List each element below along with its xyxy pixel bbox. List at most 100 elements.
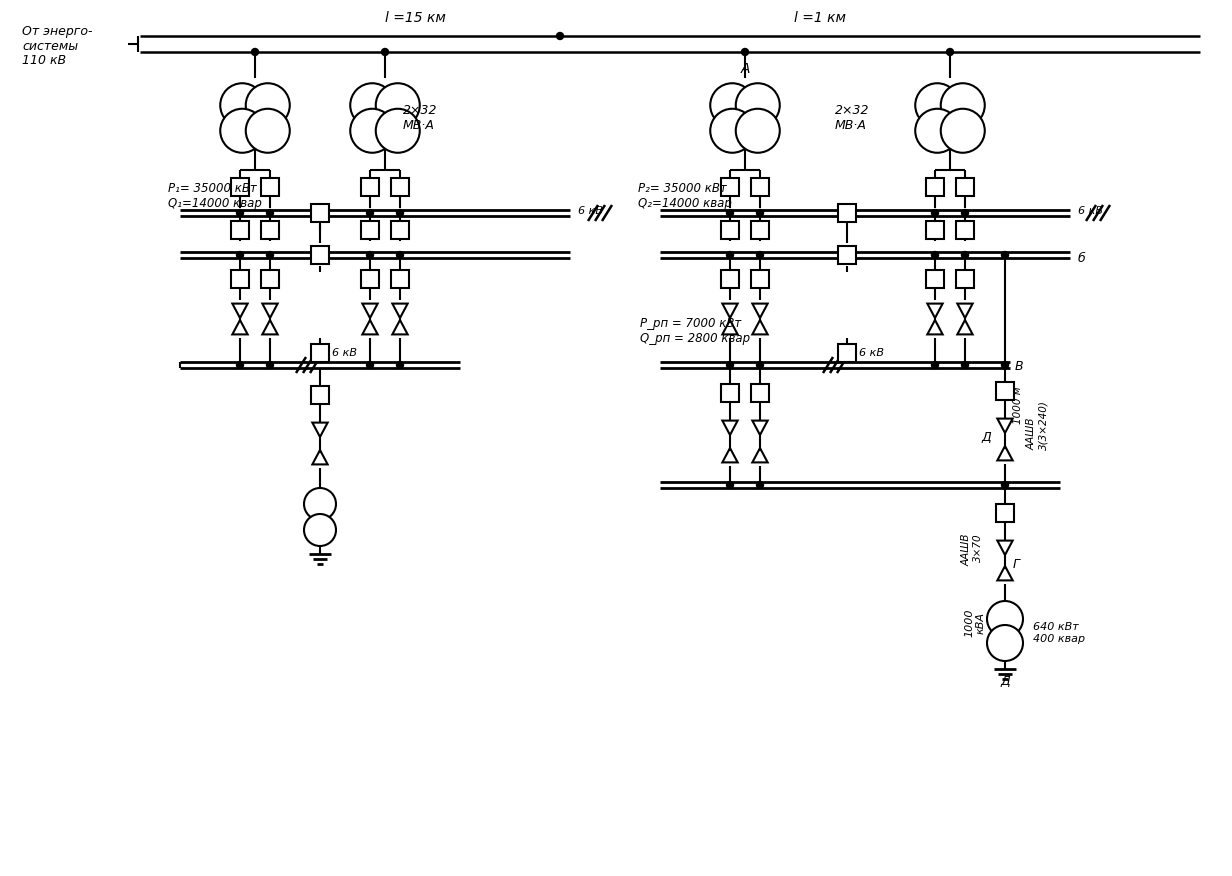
Text: А: А — [740, 62, 750, 76]
Bar — [721, 221, 739, 239]
Circle shape — [397, 209, 404, 216]
Bar — [361, 221, 379, 239]
Bar — [752, 221, 769, 239]
Bar — [995, 504, 1014, 522]
Circle shape — [376, 83, 420, 127]
Circle shape — [237, 251, 244, 258]
Bar — [752, 178, 769, 196]
Circle shape — [304, 488, 336, 520]
Text: ААШВ
3×70: ААШВ 3×70 — [961, 533, 983, 566]
Circle shape — [1002, 251, 1009, 258]
Bar — [310, 344, 329, 362]
Circle shape — [727, 482, 733, 489]
Bar — [721, 178, 739, 196]
Circle shape — [304, 514, 336, 546]
Text: l =1 км: l =1 км — [793, 11, 846, 25]
Circle shape — [245, 109, 290, 152]
Bar — [752, 384, 769, 402]
Circle shape — [1002, 482, 1009, 489]
Circle shape — [557, 32, 563, 39]
Text: Д: Д — [1000, 675, 1010, 688]
Circle shape — [727, 209, 733, 216]
Bar — [261, 178, 278, 196]
Circle shape — [1002, 362, 1009, 369]
Bar — [721, 270, 739, 288]
Circle shape — [221, 83, 264, 127]
Circle shape — [366, 251, 373, 258]
Bar — [838, 204, 856, 222]
Text: 640 кВт
400 квар: 640 кВт 400 квар — [1032, 622, 1085, 644]
Circle shape — [736, 109, 780, 152]
Bar — [956, 221, 975, 239]
Text: В: В — [1015, 361, 1024, 373]
Circle shape — [710, 109, 754, 152]
Text: Г: Г — [1013, 559, 1020, 571]
Text: б: б — [1078, 252, 1085, 265]
Bar — [361, 270, 379, 288]
Circle shape — [366, 209, 373, 216]
Bar — [391, 270, 409, 288]
Circle shape — [756, 209, 764, 216]
Circle shape — [251, 48, 259, 55]
Text: P₂= 35000 кВт
Q₂=14000 квар: P₂= 35000 кВт Q₂=14000 квар — [638, 182, 732, 210]
Circle shape — [742, 48, 749, 55]
Circle shape — [727, 362, 733, 369]
Bar — [926, 270, 944, 288]
Bar — [838, 344, 856, 362]
Bar — [926, 221, 944, 239]
Circle shape — [376, 109, 420, 152]
Circle shape — [237, 209, 244, 216]
Circle shape — [941, 83, 984, 127]
Bar — [995, 382, 1014, 400]
Bar — [310, 246, 329, 264]
Circle shape — [931, 209, 939, 216]
Circle shape — [397, 362, 404, 369]
Text: 6 кВ: 6 кВ — [331, 348, 357, 358]
Circle shape — [961, 209, 968, 216]
Text: ААШВ
3(3×240): ААШВ 3(3×240) — [1027, 400, 1048, 450]
Circle shape — [915, 83, 960, 127]
Circle shape — [736, 83, 780, 127]
Text: 6 кВ: 6 кВ — [1078, 206, 1103, 216]
Circle shape — [931, 251, 939, 258]
Bar — [956, 270, 975, 288]
Bar — [310, 386, 329, 404]
Circle shape — [961, 251, 968, 258]
Circle shape — [987, 601, 1023, 637]
Text: 2×32
МВ·А: 2×32 МВ·А — [403, 104, 437, 132]
Text: 2×32
МВ·А: 2×32 МВ·А — [835, 104, 870, 132]
Text: 6 кВ: 6 кВ — [859, 348, 885, 358]
Text: 1000
кВА: 1000 кВА — [965, 609, 986, 637]
Bar — [232, 178, 249, 196]
Bar — [391, 178, 409, 196]
Circle shape — [350, 83, 394, 127]
Bar — [261, 270, 278, 288]
Circle shape — [961, 362, 968, 369]
Bar — [721, 384, 739, 402]
Bar — [752, 270, 769, 288]
Circle shape — [987, 625, 1023, 661]
Text: 1000 м: 1000 м — [1013, 386, 1023, 424]
Circle shape — [946, 48, 954, 55]
Circle shape — [366, 362, 373, 369]
Circle shape — [941, 109, 984, 152]
Circle shape — [245, 83, 290, 127]
Circle shape — [727, 251, 733, 258]
Circle shape — [397, 251, 404, 258]
Bar — [926, 178, 944, 196]
Circle shape — [915, 109, 960, 152]
Circle shape — [350, 109, 394, 152]
Text: P₁= 35000 кВт
Q₁=14000 квар: P₁= 35000 кВт Q₁=14000 квар — [168, 182, 262, 210]
Circle shape — [266, 251, 274, 258]
Circle shape — [266, 362, 274, 369]
Text: l =15 км: l =15 км — [384, 11, 446, 25]
Bar — [261, 221, 278, 239]
Bar — [361, 178, 379, 196]
Text: От энерго-
системы
110 кВ: От энерго- системы 110 кВ — [22, 25, 92, 67]
Circle shape — [237, 362, 244, 369]
Bar — [391, 221, 409, 239]
Text: Р_рп = 7000 кВт
Q_рп = 2800 квар: Р_рп = 7000 кВт Q_рп = 2800 квар — [639, 317, 750, 345]
Circle shape — [266, 209, 274, 216]
Bar — [232, 221, 249, 239]
Circle shape — [756, 362, 764, 369]
